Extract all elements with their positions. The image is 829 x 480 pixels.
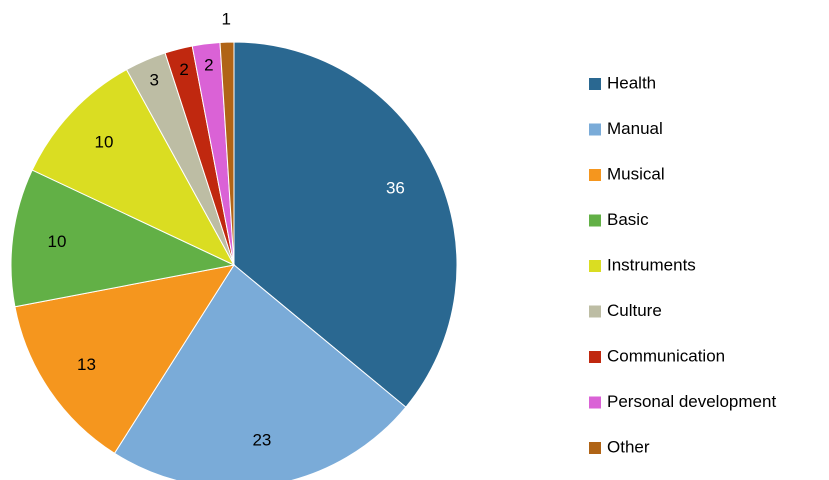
legend-label: Personal development [607, 392, 776, 411]
legend-swatch [589, 169, 601, 181]
pie-slice [14, 264, 236, 454]
pie-slice [113, 264, 407, 480]
legend-swatch [589, 123, 601, 136]
data-label: 10 [94, 132, 113, 151]
legend-label: Health [607, 73, 656, 92]
legend-label: Musical [607, 164, 665, 183]
data-label: 36 [386, 179, 405, 198]
legend-swatch [589, 78, 601, 90]
pie-slice [233, 41, 458, 408]
legend-label: Other [607, 437, 650, 456]
data-label: 10 [48, 232, 67, 251]
legend-label: Basic [607, 210, 649, 229]
data-label: 13 [77, 355, 96, 374]
legend-label: Manual [607, 119, 663, 138]
pie-slice [10, 169, 236, 308]
legend-swatch [589, 396, 601, 409]
pie-slice [219, 41, 235, 266]
legend-label: Culture [607, 301, 662, 320]
legend-swatch [589, 442, 601, 454]
legend-label: Instruments [607, 255, 696, 274]
data-label: 1 [222, 9, 231, 28]
pie-slice [31, 68, 236, 267]
legend-swatch [589, 305, 601, 318]
legend-swatch [589, 214, 601, 227]
data-label: 3 [150, 70, 159, 89]
legend-swatch [589, 260, 601, 272]
legend-swatch [589, 351, 601, 363]
data-label: 2 [204, 55, 213, 74]
data-label: 2 [179, 60, 188, 79]
legend-label: Communication [607, 346, 725, 365]
data-label: 23 [252, 431, 271, 450]
